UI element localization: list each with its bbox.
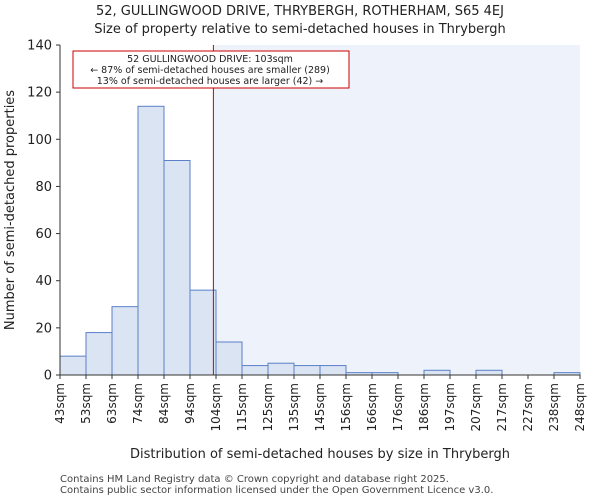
x-tick-label: 227sqm (521, 383, 535, 431)
x-tick-label: 186sqm (417, 383, 431, 431)
x-tick-label: 145sqm (313, 383, 327, 431)
annotation-line-2: ← 87% of semi-detached houses are smalle… (90, 65, 330, 76)
x-tick-label: 104sqm (209, 383, 223, 431)
bar-74sqm (137, 105, 165, 376)
x-tick-label: 217sqm (495, 383, 509, 431)
y-tick-label: 80 (35, 180, 52, 195)
bar-104sqm (215, 341, 243, 376)
footer-copyright: Contains HM Land Registry data © Crown c… (60, 474, 449, 485)
chart-subtitle: Size of property relative to semi-detach… (94, 22, 506, 37)
bar-125sqm (267, 362, 295, 376)
x-tick-label: 156sqm (339, 383, 353, 431)
x-tick-label: 74sqm (131, 383, 145, 424)
bar-94sqm (189, 289, 217, 376)
x-tick-label: 125sqm (261, 383, 275, 431)
footer-licence: Contains public sector information licen… (60, 485, 494, 496)
annotation-line-3: 13% of semi-detached houses are larger (… (97, 76, 324, 87)
x-tick-label: 63sqm (105, 383, 119, 424)
x-axis-label: Distribution of semi-detached houses by … (130, 447, 510, 462)
annotation-line-1: 52 GULLINGWOOD DRIVE: 103sqm (127, 54, 293, 65)
y-axis-label: Number of semi-detached properties (3, 90, 18, 330)
bar-135sqm (293, 365, 321, 376)
chart-title: 52, GULLINGWOOD DRIVE, THRYBERGH, ROTHER… (96, 4, 504, 19)
y-tick-label: 0 (44, 369, 52, 384)
annotation-box (72, 50, 350, 89)
y-tick-label: 60 (35, 227, 52, 242)
x-tick-label: 166sqm (365, 383, 379, 431)
bar-43sqm (59, 355, 87, 376)
x-tick-label: 84sqm (157, 383, 171, 424)
bar-63sqm (111, 306, 139, 376)
bar-207sqm (475, 369, 503, 376)
x-tick-label: 238sqm (547, 383, 561, 431)
x-tick-label: 115sqm (235, 383, 249, 431)
x-tick-label: 43sqm (53, 383, 67, 424)
bar-115sqm (241, 365, 269, 376)
y-tick-label: 20 (35, 321, 52, 336)
y-tick-label: 40 (35, 274, 52, 289)
x-tick-label: 94sqm (183, 383, 197, 424)
y-tick-label: 140 (27, 39, 52, 54)
y-tick-label: 120 (27, 86, 52, 101)
bar-53sqm (85, 332, 113, 376)
bar-84sqm (163, 160, 191, 376)
x-tick-label: 176sqm (391, 383, 405, 431)
x-tick-label: 53sqm (79, 383, 93, 424)
bar-145sqm (319, 365, 347, 376)
x-tick-label: 135sqm (287, 383, 301, 431)
y-tick-label: 100 (27, 133, 52, 148)
x-tick-label: 197sqm (443, 383, 457, 431)
larger-region-highlight (213, 45, 580, 375)
x-tick-label: 248sqm (573, 383, 587, 431)
bar-186sqm (423, 369, 451, 376)
x-tick-label: 207sqm (469, 383, 483, 431)
